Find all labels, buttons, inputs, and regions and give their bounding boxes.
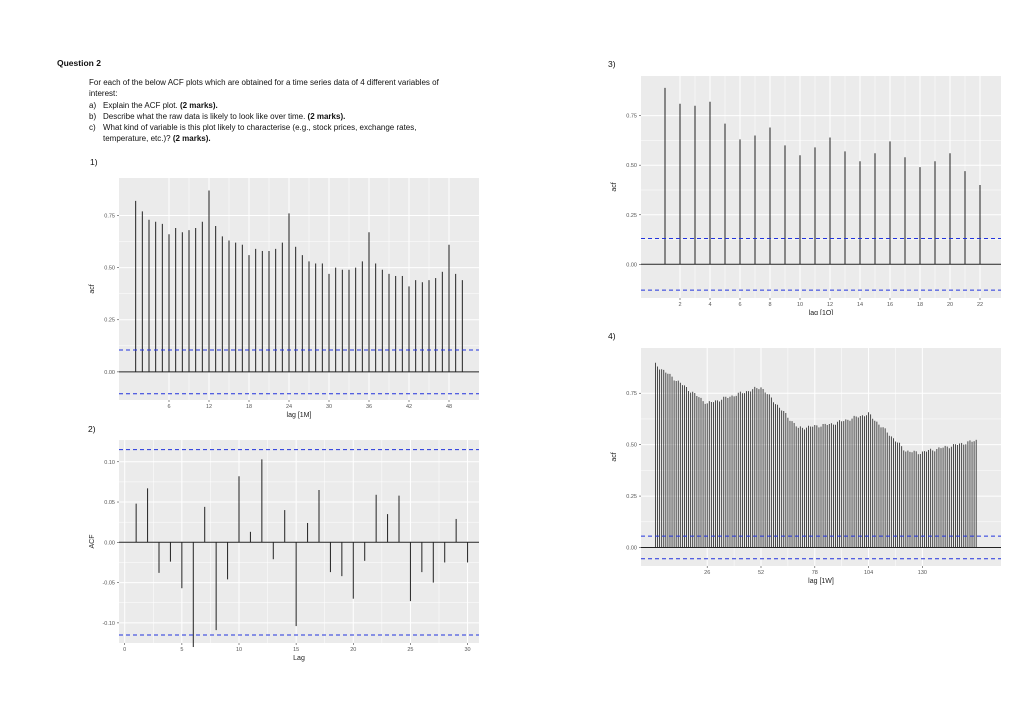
- x-tick-label: 10: [797, 302, 803, 308]
- x-axis-title: lag [1M]: [287, 412, 312, 419]
- y-tick-label: 0.25: [104, 318, 115, 324]
- x-tick-label: 48: [446, 404, 452, 410]
- item-text: Explain the ACF plot.: [103, 101, 180, 110]
- acf-chart-1: 0.00 0.25 0.50 0.75 6 12 18 24 30 36 42 48 lag [1M] a…: [89, 178, 479, 419]
- question-intro: For each of the below ACF plots which ar…: [89, 78, 439, 98]
- y-tick-label: 0.50: [104, 266, 115, 272]
- plot-4-label: 4): [608, 331, 616, 341]
- x-tick-label: 10: [236, 647, 242, 653]
- y-tick-label: 0.75: [626, 114, 637, 120]
- plot-panel: [119, 440, 479, 643]
- x-tick-label: 4: [708, 302, 711, 308]
- question-list: a) Explain the ACF plot. (2 marks). b) Des…: [89, 100, 439, 144]
- x-tick-label: 24: [286, 404, 292, 410]
- item-letter: a): [89, 101, 97, 110]
- x-tick-label: 25: [407, 647, 413, 653]
- y-axis-title: acf: [89, 284, 96, 293]
- y-axis-title: acf: [611, 182, 618, 191]
- x-tick-label: 15: [293, 647, 299, 653]
- x-tick-label: 42: [406, 404, 412, 410]
- question-item-a: a) Explain the ACF plot. (2 marks).: [89, 100, 439, 111]
- plot-1-label: 1): [90, 157, 98, 167]
- y-tick-label: -0.10: [102, 621, 115, 627]
- y-tick-label: 0.75: [104, 214, 115, 220]
- item-marks: (2 marks).: [307, 112, 346, 121]
- question-title: Question 2: [57, 58, 101, 68]
- y-axis-title: ACF: [89, 535, 96, 549]
- x-tick-label: 20: [947, 302, 953, 308]
- x-axis-title: lag [1Q]: [809, 310, 834, 315]
- item-text: What kind of variable is this plot likel…: [103, 123, 417, 143]
- x-tick-label: 12: [206, 404, 212, 410]
- y-tick-label: 0.00: [626, 262, 637, 268]
- x-tick-label: 130: [918, 570, 927, 576]
- x-tick-label: 8: [768, 302, 771, 308]
- x-tick-label: 26: [704, 570, 710, 576]
- x-tick-label: 78: [812, 570, 818, 576]
- y-tick-label: 0.75: [626, 391, 637, 397]
- y-tick-label: 0.05: [104, 500, 115, 506]
- item-text: Describe what the raw data is likely to …: [103, 112, 308, 121]
- plot-panel: [641, 76, 1001, 298]
- item-marks: (2 marks).: [172, 134, 211, 143]
- plot-2-label: 2): [88, 424, 96, 434]
- x-tick-label: 18: [917, 302, 923, 308]
- y-tick-label: 0.25: [626, 494, 637, 500]
- x-tick-label: 16: [887, 302, 893, 308]
- x-tick-label: 2: [678, 302, 681, 308]
- x-tick-label: 30: [326, 404, 332, 410]
- acf-chart-4: 0.00 0.25 0.50 0.75 26 52 78 104 130 lag [1W] acf: [611, 348, 1001, 585]
- y-tick-label: 0.50: [626, 163, 637, 169]
- x-tick-label: 52: [758, 570, 764, 576]
- x-tick-label: 18: [246, 404, 252, 410]
- acf-chart-3: 0.00 0.25 0.50 0.75 2 4 6 8 10 12 14 16 18 20 22 lag [1…: [611, 76, 1001, 315]
- acf-chart-2: -0.10 -0.05 0.00 0.05 0.10 0 5 10 15 20 25 30 Lag ACF: [89, 440, 479, 662]
- x-tick-label: 14: [857, 302, 863, 308]
- plot-panel: [119, 178, 479, 400]
- item-letter: c): [89, 123, 96, 132]
- x-tick-label: 0: [123, 647, 126, 653]
- y-tick-label: -0.05: [102, 581, 115, 587]
- question-item-b: b) Describe what the raw data is likely t…: [89, 111, 439, 122]
- item-marks: (2 marks).: [179, 101, 218, 110]
- y-tick-label: 0.10: [104, 460, 115, 466]
- x-axis-title: lag [1W]: [808, 578, 834, 585]
- x-tick-label: 12: [827, 302, 833, 308]
- x-tick-label: 30: [465, 647, 471, 653]
- y-tick-label: 0.00: [104, 540, 115, 546]
- question-item-c: c) What kind of variable is this plot lik…: [89, 122, 439, 144]
- x-tick-label: 6: [738, 302, 741, 308]
- x-tick-label: 104: [864, 570, 873, 576]
- y-axis-title: acf: [611, 452, 618, 461]
- x-tick-label: 22: [977, 302, 983, 308]
- plot-3-label: 3): [608, 59, 616, 69]
- x-tick-label: 5: [180, 647, 183, 653]
- y-tick-label: 0.00: [104, 370, 115, 376]
- item-letter: b): [89, 112, 97, 121]
- x-tick-label: 36: [366, 404, 372, 410]
- x-tick-label: 6: [167, 404, 170, 410]
- x-axis-title: Lag: [293, 655, 305, 662]
- y-tick-label: 0.00: [626, 545, 637, 551]
- x-tick-label: 20: [350, 647, 356, 653]
- y-tick-label: 0.25: [626, 213, 637, 219]
- y-tick-label: 0.50: [626, 443, 637, 449]
